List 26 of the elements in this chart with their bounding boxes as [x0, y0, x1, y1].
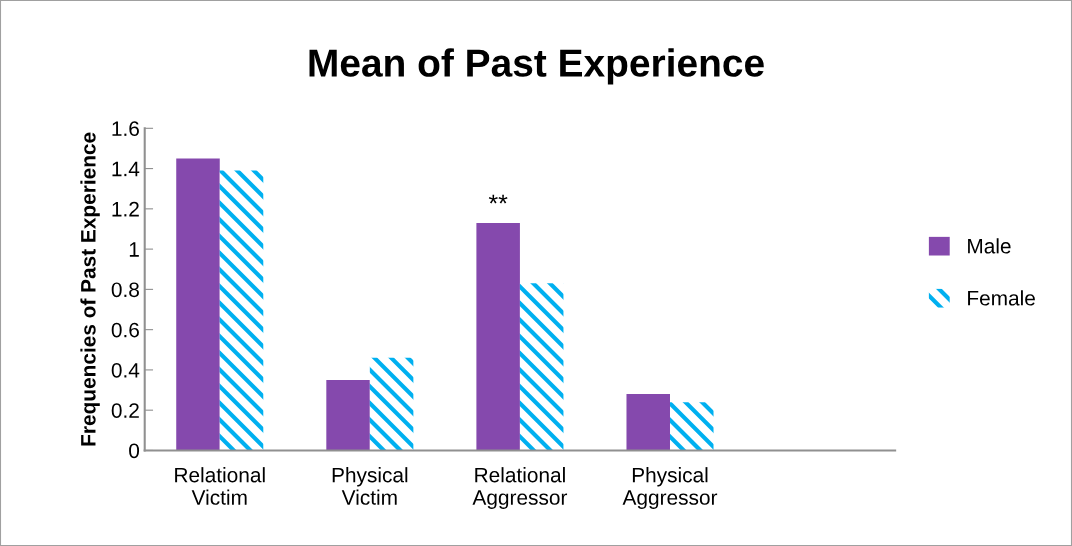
- x-tick-label: Relational Aggressor: [472, 467, 568, 509]
- y-tick-label: 0.8: [111, 282, 139, 298]
- bar: [476, 222, 520, 451]
- bar: [326, 379, 370, 451]
- legend-label: Male: [968, 238, 1011, 254]
- y-tick-label: 1: [129, 242, 139, 257]
- chart-title: Mean of Past Experience: [309, 48, 764, 85]
- y-tick-label: 0.4: [111, 362, 140, 378]
- bar: [369, 357, 414, 451]
- y-tick-label: 1.6: [112, 121, 139, 137]
- y-axis-title: Frequencies of Past Experience: [80, 132, 100, 446]
- y-tick-label: 1.2: [112, 201, 139, 217]
- bar: [219, 170, 264, 451]
- x-tick-label: Physical Aggressor: [622, 467, 718, 509]
- annotation: **: [488, 194, 508, 204]
- bar: [626, 394, 670, 451]
- legend-label: Female: [968, 290, 1035, 306]
- y-tick-label: 1.4: [112, 161, 140, 177]
- x-tick-label: Relational Victim: [175, 467, 265, 505]
- y-tick-label: 0: [129, 443, 140, 459]
- bar: [670, 402, 714, 451]
- bar: [519, 283, 564, 451]
- x-tick-label: Physical Victim: [332, 467, 408, 505]
- y-tick-label: 0.2: [111, 403, 139, 418]
- y-tick-label: 0.6: [111, 322, 139, 338]
- bar: [176, 158, 220, 451]
